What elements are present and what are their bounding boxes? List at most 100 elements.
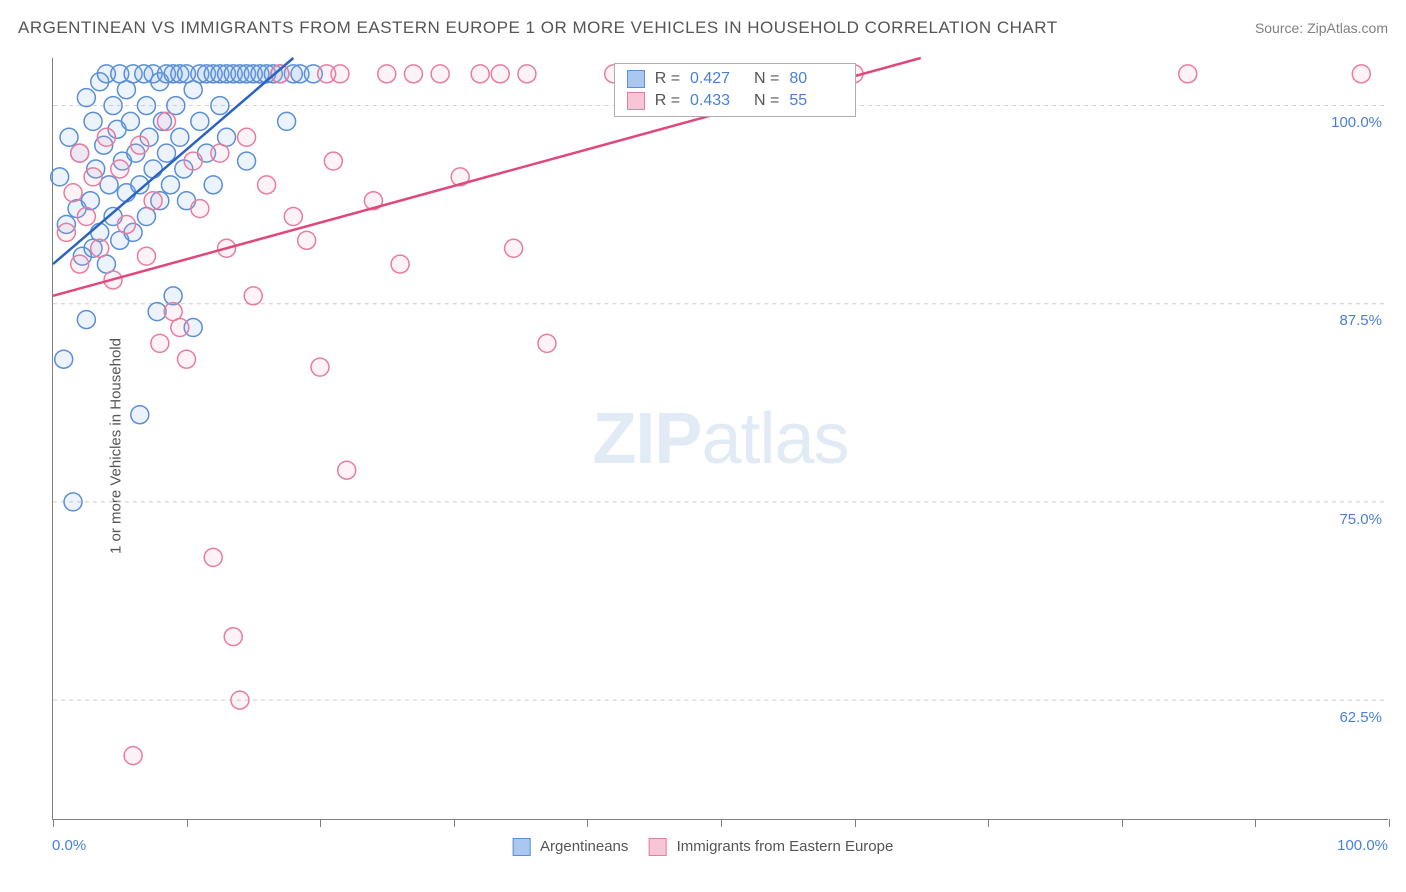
data-point: [104, 97, 122, 115]
data-point: [60, 128, 78, 146]
gridlines: [53, 106, 1388, 701]
data-point: [224, 628, 242, 646]
data-point: [167, 97, 185, 115]
data-point: [111, 160, 129, 178]
x-origin-label: 0.0%: [52, 837, 86, 854]
data-point: [318, 65, 336, 83]
data-point: [131, 406, 149, 424]
data-point: [338, 461, 356, 479]
data-point: [231, 691, 249, 709]
x-tick: [1255, 819, 1256, 827]
data-point: [117, 215, 135, 233]
data-point: [238, 128, 256, 146]
data-point: [184, 152, 202, 170]
data-point: [284, 208, 302, 226]
data-point: [204, 176, 222, 194]
data-point: [324, 152, 342, 170]
data-point: [1352, 65, 1370, 83]
data-point: [171, 128, 189, 146]
data-point: [204, 548, 222, 566]
data-point: [431, 65, 449, 83]
data-point: [64, 184, 82, 202]
data-point: [77, 89, 95, 107]
data-point: [311, 358, 329, 376]
data-point: [157, 144, 175, 162]
data-point: [151, 334, 169, 352]
title-bar: ARGENTINEAN VS IMMIGRANTS FROM EASTERN E…: [18, 18, 1388, 38]
y-tick-label: 87.5%: [1339, 312, 1382, 329]
data-point: [77, 208, 95, 226]
corr-swatch: [627, 70, 645, 88]
data-point: [471, 65, 489, 83]
x-tick: [988, 819, 989, 827]
data-point: [124, 747, 142, 765]
data-point: [238, 152, 256, 170]
series-points: [51, 65, 1371, 765]
data-point: [211, 97, 229, 115]
data-point: [404, 65, 422, 83]
data-point: [91, 239, 109, 257]
corr-swatch: [627, 92, 645, 110]
corr-r-label: R =: [655, 70, 680, 88]
data-point: [55, 350, 73, 368]
corr-n-value: 80: [789, 70, 843, 88]
correlation-row: R =0.433N =55: [615, 90, 856, 112]
data-point: [57, 223, 75, 241]
data-point: [518, 65, 536, 83]
data-point: [258, 176, 276, 194]
data-point: [505, 239, 523, 257]
chart-title: ARGENTINEAN VS IMMIGRANTS FROM EASTERN E…: [18, 18, 1058, 38]
correlation-box: R =0.427N =80R =0.433N =55: [614, 63, 857, 117]
data-point: [161, 176, 179, 194]
x-tick: [721, 819, 722, 827]
data-point: [178, 350, 196, 368]
data-point: [298, 231, 316, 249]
data-point: [211, 144, 229, 162]
data-point: [191, 200, 209, 218]
data-point: [84, 112, 102, 130]
data-point: [84, 168, 102, 186]
legend-item-argentineans: Argentineans: [513, 838, 629, 856]
corr-r-label: R =: [655, 92, 680, 110]
data-point: [144, 160, 162, 178]
data-point: [171, 319, 189, 337]
data-point: [491, 65, 509, 83]
data-point: [64, 493, 82, 511]
corr-r-value: 0.433: [690, 92, 744, 110]
x-tick: [454, 819, 455, 827]
data-point: [121, 112, 139, 130]
legend-swatch-argentineans: [513, 838, 531, 856]
data-point: [144, 192, 162, 210]
x-end-label: 100.0%: [1337, 837, 1388, 854]
data-point: [131, 136, 149, 154]
data-point: [391, 255, 409, 273]
x-tick: [320, 819, 321, 827]
data-point: [71, 255, 89, 273]
x-tick: [53, 819, 54, 827]
data-point: [244, 287, 262, 305]
data-point: [191, 112, 209, 130]
data-point: [137, 247, 155, 265]
y-tick-label: 100.0%: [1331, 114, 1382, 131]
source-attribution: Source: ZipAtlas.com: [1255, 20, 1388, 36]
bottom-legend: Argentineans Immigrants from Eastern Eur…: [513, 838, 894, 856]
data-point: [51, 168, 69, 186]
y-tick-label: 62.5%: [1339, 709, 1382, 726]
corr-n-label: N =: [754, 70, 779, 88]
plot-svg: [53, 58, 1388, 819]
correlation-row: R =0.427N =80: [615, 68, 856, 90]
x-tick: [855, 819, 856, 827]
data-point: [538, 334, 556, 352]
legend-label-immigrants: Immigrants from Eastern Europe: [677, 838, 894, 855]
plot-area: ZIPatlas 62.5%75.0%87.5%100.0% R =0.427N…: [52, 58, 1388, 820]
legend-label-argentineans: Argentineans: [540, 838, 628, 855]
legend-swatch-immigrants: [648, 838, 666, 856]
x-tick: [187, 819, 188, 827]
data-point: [157, 112, 175, 130]
corr-n-label: N =: [754, 92, 779, 110]
data-point: [137, 97, 155, 115]
data-point: [71, 144, 89, 162]
x-tick: [587, 819, 588, 827]
data-point: [378, 65, 396, 83]
data-point: [100, 176, 118, 194]
